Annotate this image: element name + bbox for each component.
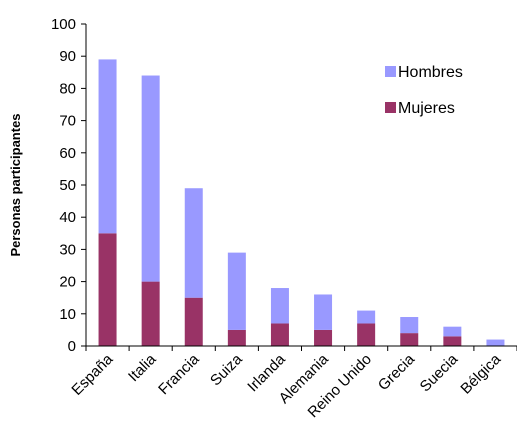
y-tick-label: 100 [51,16,76,33]
bar-hombres [227,252,246,330]
bar-mujeres [357,323,376,346]
bar-mujeres [314,329,333,346]
bar-hombres [141,75,160,282]
y-tick-label: 10 [59,306,76,323]
y-tick-label: 40 [59,209,76,226]
bar-hombres [400,317,419,334]
y-tick-label: 90 [59,48,76,65]
bar-hombres [184,188,203,298]
bar-mujeres [98,233,117,346]
bar-mujeres [141,281,160,346]
x-category-label: Grecia [375,350,419,394]
x-category-label: Francia [155,350,203,398]
y-tick-label: 70 [59,113,76,130]
bar-mujeres [443,336,462,346]
bar-mujeres [270,323,289,346]
bar-hombres [357,310,376,324]
legend-swatch-mujeres [385,102,396,113]
x-category-label: Suecia [417,350,462,395]
bar-hombres [270,288,289,324]
bar-mujeres [227,329,246,346]
y-tick-label: 80 [59,80,76,97]
bar-hombres [443,326,462,337]
y-tick-label: 0 [68,338,76,355]
x-category-label: Italia [125,350,160,385]
bar-hombres [486,339,505,346]
bar-mujeres [400,333,419,346]
bar-mujeres [184,297,203,346]
legend-label-hombres: Hombres [398,64,463,81]
y-tick-label: 20 [59,274,76,291]
bar-hombres [98,59,117,234]
x-category-label: Suiza [207,350,246,389]
y-axis-label: Personas participantes [8,113,23,256]
legend-swatch-hombres [385,66,396,77]
y-tick-label: 50 [59,177,76,194]
x-category-label: España [68,350,116,398]
bar-hombres [314,294,333,330]
legend: Hombres Mujeres [385,64,463,117]
x-category-label: Bélgica [457,350,504,397]
y-tick-label: 60 [59,145,76,162]
bars-group [98,59,505,346]
y-ticks-group: 0 10 20 30 40 50 60 70 80 90 100 [51,16,86,355]
y-tick-label: 30 [59,241,76,258]
legend-label-mujeres: Mujeres [398,100,455,117]
